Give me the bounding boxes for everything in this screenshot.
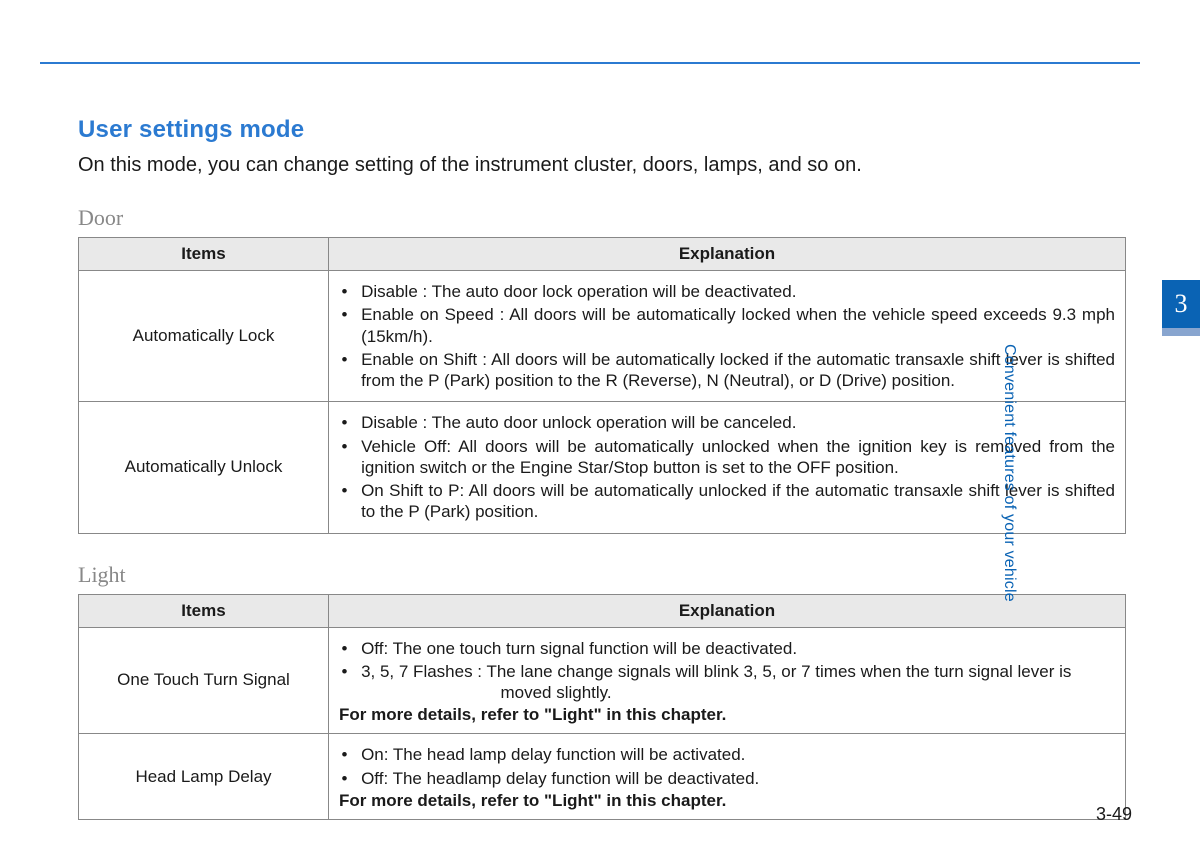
table-row: Automatically Lock Disable : The auto do… (79, 271, 1126, 402)
col-items: Items (79, 238, 329, 271)
bullet: Enable on Speed : All doors will be auto… (358, 304, 1115, 347)
chapter-side-label: Convenient features of your vehicle (1000, 344, 1018, 644)
bullet: On: The head lamp delay function will be… (358, 744, 1115, 765)
page-number: 3-49 (1096, 804, 1132, 825)
table-row: Automatically Unlock Disable : The auto … (79, 402, 1126, 533)
table-row: One Touch Turn Signal Off: The one touch… (79, 627, 1126, 734)
item-cell: One Touch Turn Signal (79, 627, 329, 734)
table-header-row: Items Explanation (79, 238, 1126, 271)
bullet-continuation: moved slightly. (361, 682, 1115, 703)
item-cell: Automatically Lock (79, 271, 329, 402)
chapter-tab: 3 (1162, 280, 1200, 328)
col-items: Items (79, 594, 329, 627)
note: For more details, refer to "Light" in th… (339, 791, 1115, 811)
explanation-cell: On: The head lamp delay function will be… (329, 734, 1126, 820)
chapter-tab-shadow (1162, 328, 1200, 336)
top-horizontal-rule (40, 62, 1140, 64)
bullet: 3, 5, 7 Flashes : The lane change signal… (358, 661, 1115, 704)
bullet: Disable : The auto door lock operation w… (358, 281, 1115, 302)
table-header-row: Items Explanation (79, 594, 1126, 627)
page-content: User settings mode On this mode, you can… (78, 116, 1126, 820)
section-title: User settings mode (78, 116, 1126, 144)
table-row: Head Lamp Delay On: The head lamp delay … (79, 734, 1126, 820)
note: For more details, refer to "Light" in th… (339, 705, 1115, 725)
light-subheading: Light (78, 562, 1126, 588)
item-cell: Head Lamp Delay (79, 734, 329, 820)
door-table: Items Explanation Automatically Lock Dis… (78, 237, 1126, 534)
light-table: Items Explanation One Touch Turn Signal … (78, 594, 1126, 820)
col-explanation: Explanation (329, 238, 1126, 271)
item-cell: Automatically Unlock (79, 402, 329, 533)
bullet: Off: The headlamp delay function will be… (358, 768, 1115, 789)
door-subheading: Door (78, 205, 1126, 231)
intro-text: On this mode, you can change setting of … (78, 154, 1126, 177)
